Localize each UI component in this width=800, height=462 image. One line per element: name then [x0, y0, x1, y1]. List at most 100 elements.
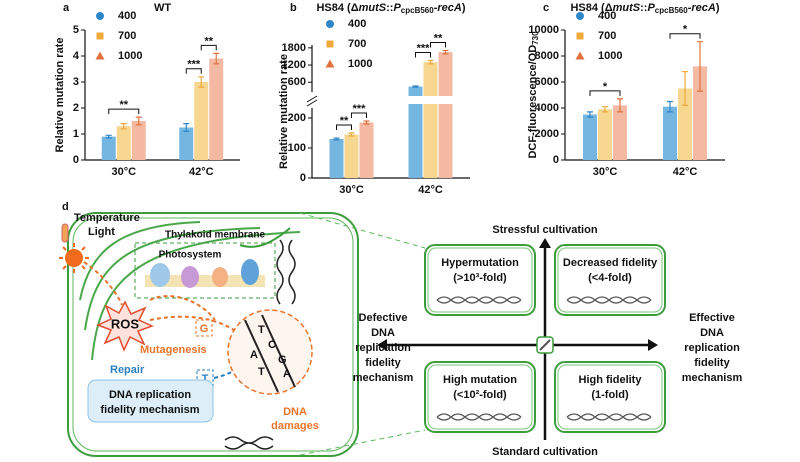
- significance-bracket: [200, 44, 217, 51]
- left-label: replication: [355, 342, 411, 354]
- error-bar: [442, 49, 449, 55]
- bar: [209, 58, 224, 160]
- mutagenesis-arrow: [149, 315, 241, 336]
- box-title: Hypermutation: [441, 257, 519, 269]
- title-part: ::: [386, 2, 393, 14]
- chart-title: HS84 (ΔmutS::PcpcB560-recA): [316, 2, 465, 15]
- box-detail: (<10²-fold): [453, 389, 507, 401]
- y-tick-label: 3: [73, 76, 79, 88]
- error-bar: [617, 98, 623, 113]
- repair-base: T: [202, 373, 209, 385]
- significance-bracket: [589, 90, 621, 96]
- error-bar: [667, 100, 673, 113]
- damage-circle: [227, 309, 313, 395]
- box-detail: (>10³-fold): [453, 272, 507, 284]
- y-label-part: Relative mutation rate: [54, 38, 66, 153]
- significance-bracket: [669, 33, 701, 39]
- quadrant-box-inner: [427, 364, 533, 430]
- significance-bracket: [415, 51, 431, 58]
- legend-label: 1000: [348, 58, 372, 70]
- bar: [693, 66, 707, 160]
- x-tick-label: 30°C: [339, 184, 364, 196]
- dna-base: T: [258, 324, 265, 336]
- bar: [116, 126, 131, 160]
- dna-base: A: [283, 368, 291, 380]
- bar: [408, 86, 423, 178]
- cell-diagram: d Temperature Light Thylakoid membrane P…: [59, 201, 359, 457]
- membrane-arrow: [239, 227, 291, 248]
- y-tick-label: 600: [288, 76, 306, 88]
- significance-label: **: [340, 115, 349, 127]
- x-tick-label: 42°C: [673, 166, 698, 178]
- x-tick-label: 42°C: [418, 184, 443, 196]
- bar: [438, 52, 453, 178]
- title-part: ): [462, 2, 466, 14]
- significance-label: **: [434, 32, 443, 44]
- dna-base: T: [258, 366, 265, 378]
- ros-burst: [96, 300, 154, 352]
- title-part: ::: [640, 2, 647, 14]
- legend-label: 400: [348, 18, 366, 30]
- left-label: DNA: [371, 327, 395, 339]
- box-title: High fidelity: [579, 374, 643, 386]
- significance-label: ***: [353, 103, 367, 115]
- quadrant-box-inner: [557, 364, 663, 430]
- title-part: cpcB560: [401, 6, 434, 15]
- damages-label: DNA: [283, 406, 307, 418]
- dna-base: G: [278, 354, 287, 366]
- error-bar: [412, 85, 419, 88]
- y-tick-label: 1800: [282, 42, 306, 54]
- bar: [423, 62, 438, 179]
- y-axis-label: Relative mutation rate: [54, 38, 66, 153]
- x-tick-label: 30°C: [593, 166, 618, 178]
- photosystem-box: [134, 242, 276, 299]
- y-tick-label: 10000: [528, 24, 559, 36]
- ros-label: ROS: [111, 316, 140, 331]
- y-tick-label: 2000: [535, 128, 559, 140]
- box-detail: (<4-fold): [588, 272, 632, 284]
- significance-bracket: [336, 124, 352, 130]
- title-part: ): [716, 2, 720, 14]
- thylakoid-label: Thylakoid membrane: [165, 230, 265, 241]
- title-part: WT: [154, 2, 171, 14]
- dna-base: A: [250, 349, 258, 361]
- error-bar: [602, 106, 608, 113]
- error-bar: [333, 137, 340, 141]
- legend-marker: [575, 51, 585, 60]
- cell-membrane: [72, 217, 354, 452]
- legend-label: 700: [348, 38, 366, 50]
- axis-break-gap: [307, 96, 470, 104]
- photosystem-illustration: [145, 259, 265, 288]
- photosystem-label: Photosystem: [159, 250, 222, 261]
- box-dna: [436, 413, 522, 421]
- title-part: P: [393, 2, 401, 14]
- zoom-lines: [299, 212, 426, 456]
- quadrant-box: [554, 244, 666, 316]
- error-bar: [363, 120, 370, 125]
- bar: [663, 106, 677, 160]
- legend-marker: [95, 51, 105, 60]
- top-label: Stressful cultivation: [492, 224, 597, 236]
- bar: [179, 127, 194, 160]
- light-arrow: [83, 261, 123, 306]
- left-label: mechanism: [353, 372, 414, 384]
- y-tick-label: 2: [73, 102, 79, 114]
- bar: [194, 82, 209, 160]
- bar: [359, 122, 374, 178]
- error-bar: [135, 116, 142, 126]
- legend-label: 400: [598, 10, 616, 22]
- y-tick-label: 4000: [535, 102, 559, 114]
- y-tick-label: 5: [73, 24, 79, 36]
- dna-base: C: [268, 339, 276, 351]
- quadrant-box: [424, 244, 536, 316]
- significance-bracket: [185, 68, 202, 74]
- ros-arrow: [149, 295, 216, 321]
- chart-title: HS84 (ΔmutS::PcpcB560-recA): [570, 2, 719, 15]
- box-title: Decreased fidelity: [563, 257, 658, 269]
- significance-bracket: [108, 108, 140, 115]
- bar: [329, 139, 344, 178]
- cell-wall: [67, 212, 359, 457]
- y-label-part: Relative mutation rate: [278, 54, 290, 169]
- legend-marker: [326, 40, 334, 48]
